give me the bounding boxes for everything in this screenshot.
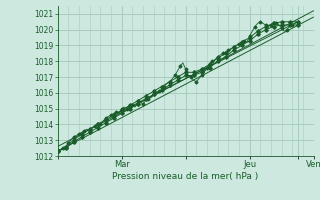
X-axis label: Pression niveau de la mer( hPa ): Pression niveau de la mer( hPa )	[112, 172, 259, 181]
